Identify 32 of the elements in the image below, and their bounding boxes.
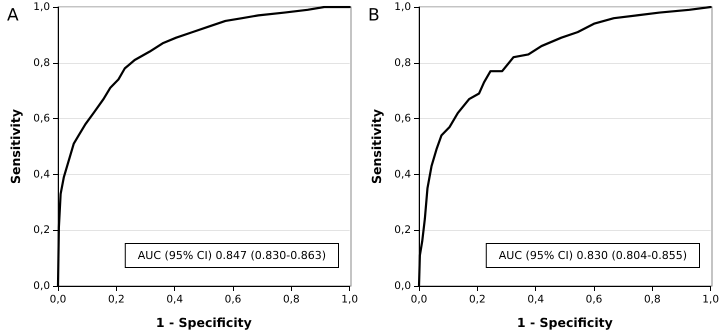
x-tick-label: 0,6 [586,294,603,306]
y-tick-label: 1,0 [33,1,50,13]
x-axis-title: 1 - Specificity [156,315,252,330]
y-tick-label: 0,0 [33,280,50,292]
chart-title: A [7,6,19,26]
y-tick-label: 0,6 [394,112,412,125]
annotation: AUC (95% CI) 0.830 (0.804-0.855) [498,249,688,262]
y-tick-label: 1,0 [394,1,411,13]
y-tick-label: 0,4 [33,168,50,180]
y-tick-label: 0,8 [394,56,411,69]
x-tick-label: 0,2 [108,294,125,306]
x-tick-label: 0,8 [282,294,300,306]
x-tick-label: 0,8 [644,294,661,306]
annotation: AUC (95% CI) 0.847 (0.830-0.863) [138,249,326,262]
chart-title: B [368,6,380,26]
x-tick-label: 0,0 [50,294,66,306]
x-tick-label: 1,0 [702,294,719,306]
y-tick-label: 0,4 [394,168,412,180]
y-tick-label: 0,6 [33,112,50,125]
y-tick-label: 0,2 [394,224,411,236]
x-tick-label: 0,0 [410,294,428,306]
y-tick-label: 0,0 [394,280,411,292]
x-tick-label: 1,0 [341,294,358,306]
x-axis-title: 1 - Specificity [516,315,613,330]
x-tick-label: 0,4 [527,294,544,306]
y-tick-label: 0,8 [33,56,50,69]
x-tick-label: 0,4 [166,294,184,306]
y-tick-label: 0,2 [33,224,50,236]
y-axis-title: Sensitivity [369,109,384,184]
y-axis-title: Sensitivity [8,109,23,184]
x-tick-label: 0,6 [224,294,242,306]
x-tick-label: 0,2 [468,294,486,306]
